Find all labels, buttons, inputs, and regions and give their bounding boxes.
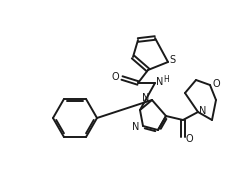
Text: O: O <box>111 72 119 82</box>
Text: N: N <box>199 106 207 116</box>
Text: S: S <box>169 55 175 65</box>
Text: H: H <box>163 75 169 84</box>
Text: O: O <box>185 134 193 144</box>
Text: N: N <box>132 122 140 132</box>
Text: N: N <box>156 77 164 87</box>
Text: N: N <box>142 93 150 103</box>
Text: O: O <box>212 79 220 89</box>
